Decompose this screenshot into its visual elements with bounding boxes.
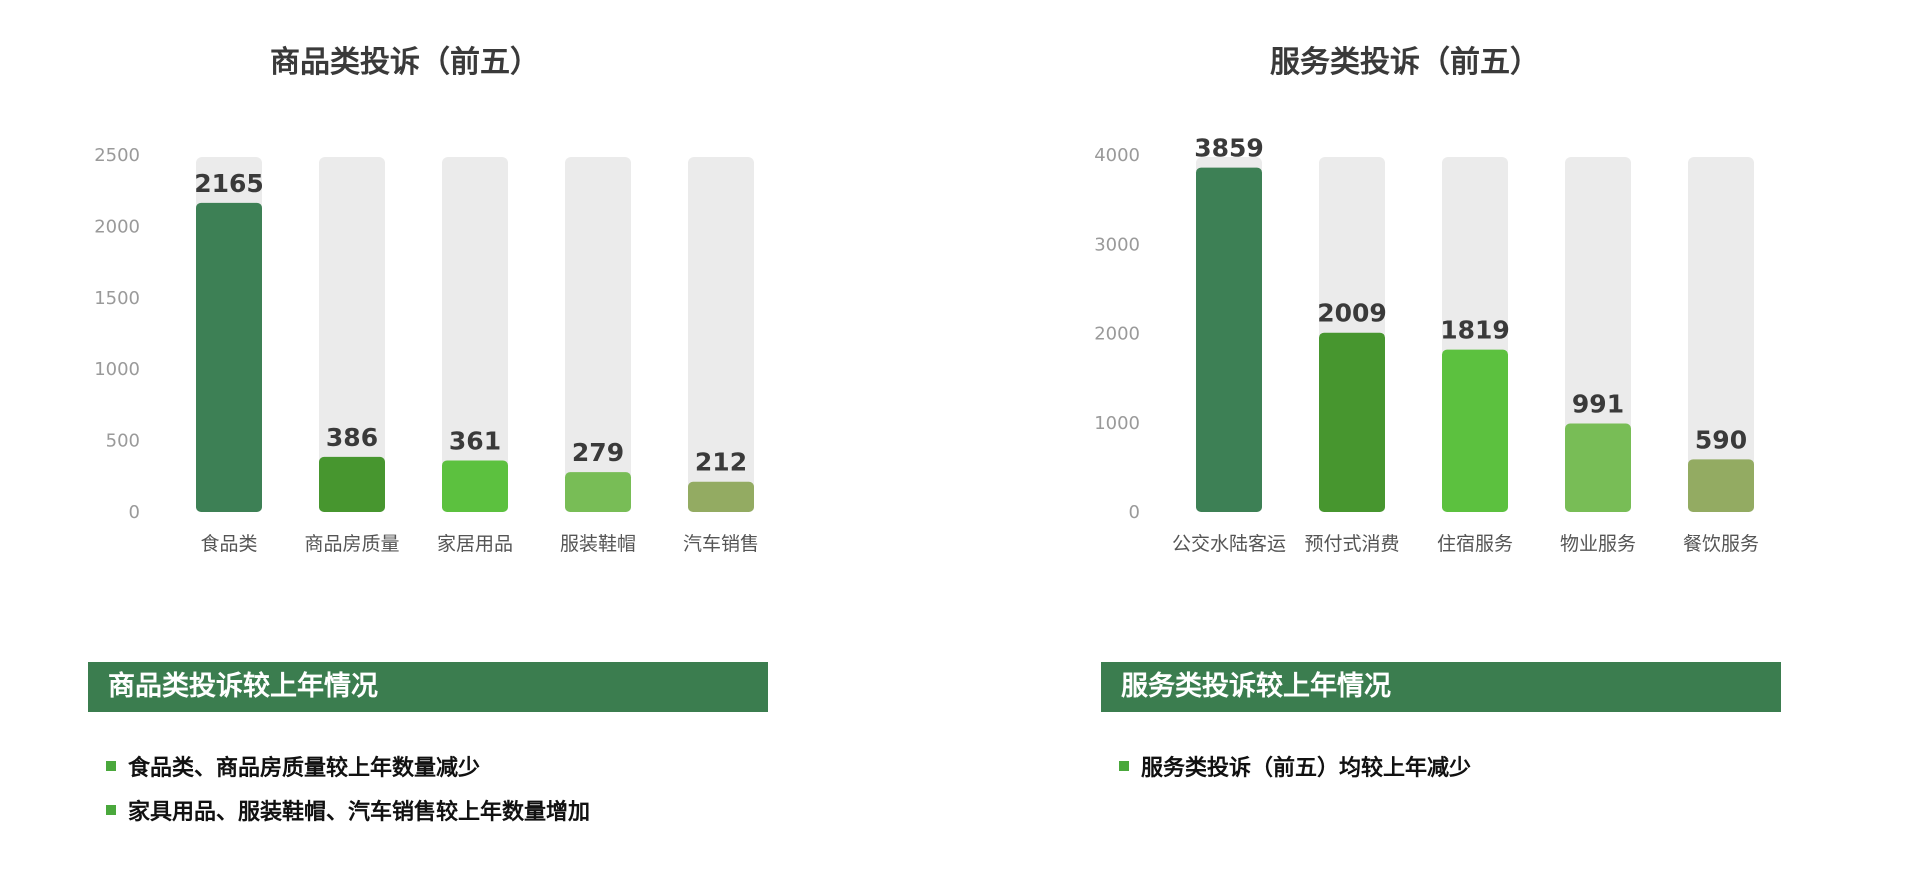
bar: [688, 481, 754, 512]
y-tick-label: 2000: [94, 216, 140, 237]
y-tick-label: 3000: [1094, 234, 1140, 255]
data-label: 590: [1695, 425, 1747, 454]
category-label: 食品类: [200, 533, 257, 555]
bar: [319, 456, 385, 512]
y-tick-label: 4000: [1094, 145, 1140, 166]
data-label: 212: [695, 448, 747, 477]
data-label: 1819: [1440, 316, 1510, 345]
category-label: 公交水陆客运: [1172, 533, 1286, 555]
bullet-square-icon: [106, 761, 116, 771]
data-label: 3859: [1194, 134, 1264, 163]
category-label: 汽车销售: [683, 533, 759, 555]
category-label: 物业服务: [1560, 533, 1636, 555]
bar-track: [565, 157, 631, 512]
data-label: 361: [449, 426, 501, 455]
chart-title: 服务类投诉（前五）: [1270, 45, 1540, 80]
bar: [1319, 332, 1385, 512]
category-label: 服装鞋帽: [560, 533, 636, 555]
bar-track: [442, 157, 508, 512]
data-label: 991: [1572, 390, 1624, 419]
bullet-square-icon: [1119, 761, 1129, 771]
bar: [1688, 459, 1754, 512]
bullet-square-icon: [106, 805, 116, 815]
list-item: 食品类、商品房质量较上年数量减少: [106, 744, 590, 788]
y-tick-label: 2500: [94, 145, 140, 166]
list-item: 家具用品、服装鞋帽、汽车销售较上年数量增加: [106, 788, 590, 832]
bar: [1565, 423, 1631, 512]
y-tick-label: 1000: [94, 359, 140, 380]
chart-title: 商品类投诉（前五）: [270, 45, 540, 80]
goods-complaints-chart: 商品类投诉（前五） 0 500 1000 1500 2000 2500 2165 食品类 386 商…: [94, 45, 759, 555]
data-label: 279: [572, 438, 624, 467]
bar: [1442, 349, 1508, 512]
y-tick-label: 1000: [1094, 413, 1140, 434]
category-label: 家居用品: [437, 533, 513, 555]
bar: [565, 472, 631, 512]
category-label: 预付式消费: [1304, 533, 1399, 555]
bar-track: [1688, 157, 1754, 512]
services-comparison-list: 服务类投诉（前五）均较上年减少: [1119, 744, 1471, 788]
bullet-text: 食品类、商品房质量较上年数量减少: [128, 756, 481, 781]
goods-comparison-list: 食品类、商品房质量较上年数量减少 家具用品、服装鞋帽、汽车销售较上年数量增加: [106, 744, 590, 832]
y-tick-label: 0: [129, 502, 140, 523]
y-tick-label: 500: [106, 431, 140, 452]
y-tick-label: 0: [1129, 502, 1140, 523]
bar: [1196, 167, 1262, 513]
services-complaints-chart: 服务类投诉（前五） 0 1000 2000 3000 4000 3859 公交水陆客运 2009…: [1094, 45, 1759, 555]
services-comparison-heading: 服务类投诉较上年情况: [1101, 662, 1781, 712]
y-tick-label: 1500: [94, 288, 140, 309]
bar-track: [688, 157, 754, 512]
y-tick-label: 2000: [1094, 324, 1140, 345]
data-label: 386: [326, 423, 378, 452]
bar-track: [319, 157, 385, 512]
bullet-text: 服务类投诉（前五）均较上年减少: [1141, 756, 1472, 781]
category-label: 商品房质量: [304, 533, 399, 555]
data-label: 2165: [194, 169, 264, 198]
bullet-text: 家具用品、服装鞋帽、汽车销售较上年数量增加: [128, 800, 591, 825]
category-label: 住宿服务: [1437, 533, 1513, 555]
list-item: 服务类投诉（前五）均较上年减少: [1119, 744, 1471, 788]
bar: [196, 202, 262, 512]
bar-track: [1565, 157, 1631, 512]
goods-comparison-heading: 商品类投诉较上年情况: [88, 662, 768, 712]
category-label: 餐饮服务: [1683, 533, 1759, 555]
bar: [442, 460, 508, 512]
data-label: 2009: [1317, 299, 1387, 328]
